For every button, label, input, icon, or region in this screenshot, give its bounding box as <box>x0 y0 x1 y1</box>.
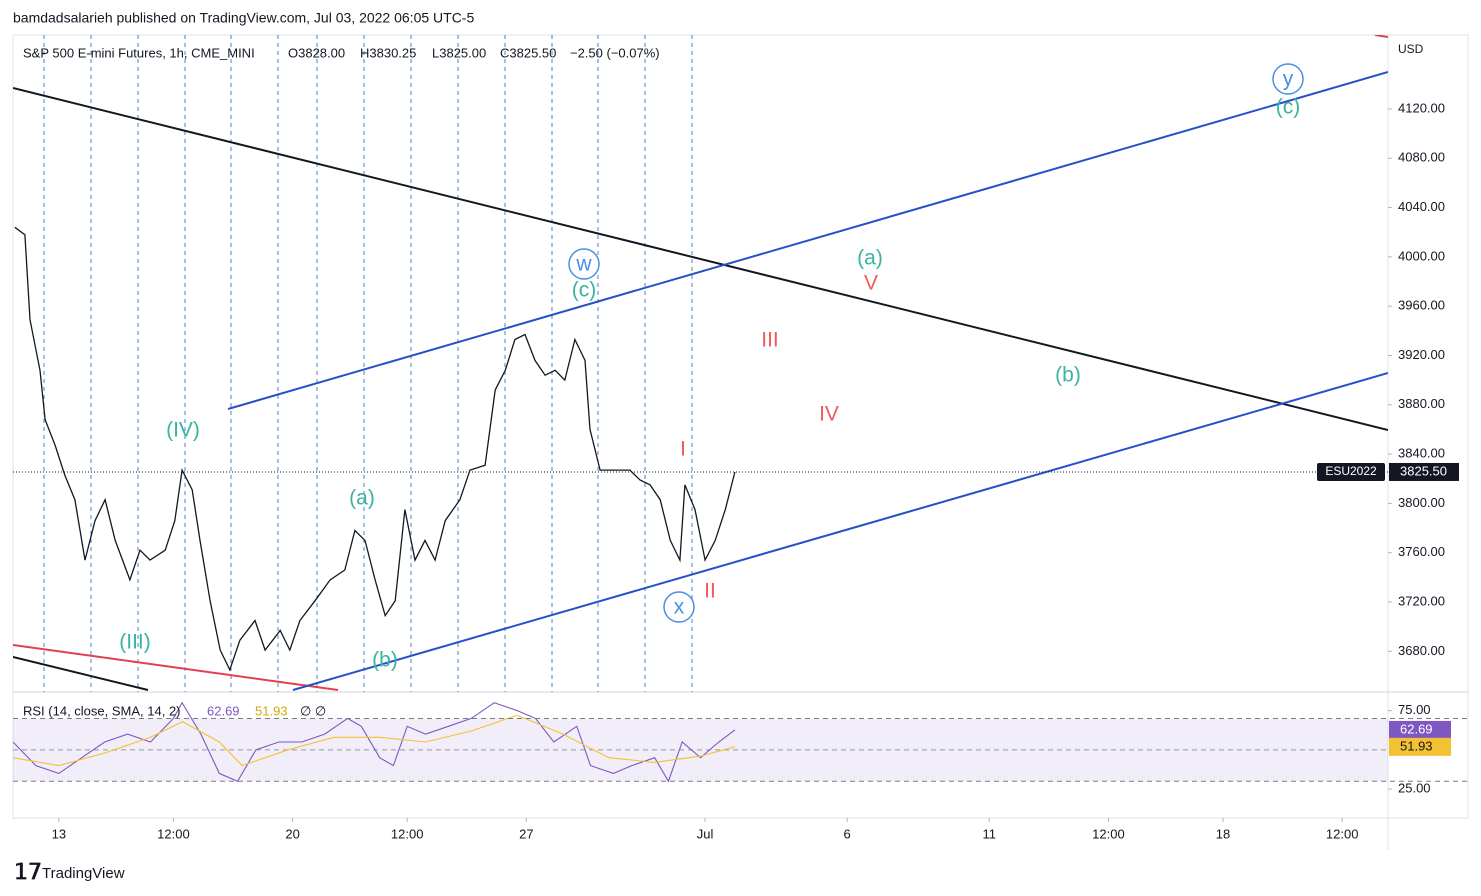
wave-label: I <box>680 438 686 461</box>
x-tick-label: Jul <box>697 826 714 841</box>
y-tick-label: 3880.00 <box>1398 396 1445 411</box>
x-tick-label: 6 <box>844 826 851 841</box>
y-tick-label: 3800.00 <box>1398 495 1445 510</box>
chart-frame <box>12 34 1469 819</box>
last-price-tag <box>1389 462 1459 481</box>
y-tick-label: 4040.00 <box>1398 199 1445 214</box>
trendline <box>1374 35 1388 38</box>
x-tick-label: 11 <box>983 826 997 841</box>
y-tick-label: 25.00 <box>1398 781 1431 796</box>
wave-label: (b) <box>1055 364 1081 387</box>
symbol: S&P 500 E-mini Futures, 1h, CME_MINI <box>23 45 255 60</box>
wave-label: (IV) <box>166 419 200 442</box>
trendline <box>13 644 339 691</box>
x-tick-label: 12:00 <box>157 826 190 841</box>
ohlc-change: −2.50 (−0.07%) <box>570 45 660 60</box>
y-tick-label: 4080.00 <box>1398 150 1445 165</box>
sma-value: 51.93 <box>255 703 288 718</box>
wave-label: w <box>575 253 592 276</box>
wave-circle <box>568 248 600 280</box>
wave-label: (a) <box>349 487 375 510</box>
ohlc: C3825.50 <box>500 45 556 60</box>
wave-label: II <box>704 580 716 603</box>
x-tick-label: 12:00 <box>1326 826 1359 841</box>
last-value-tag <box>1389 737 1451 756</box>
series-line <box>13 701 736 783</box>
last-value-tag <box>1389 720 1451 739</box>
x-tick-label: 12:00 <box>1092 826 1125 841</box>
x-tick-label: 20 <box>285 826 299 841</box>
wave-label: V <box>864 272 878 295</box>
series-line <box>13 714 736 767</box>
ohlc: O3828.00 <box>288 45 345 60</box>
x-tick-label: 12:00 <box>391 826 424 841</box>
ohlc: H3830.25 <box>360 45 416 60</box>
x-tick-label: 13 <box>52 826 66 841</box>
wave-label: (c) <box>572 279 597 302</box>
last-value-label: 51.93 <box>1400 738 1433 753</box>
y-tick-label: 3760.00 <box>1398 544 1445 559</box>
wave-label: (b) <box>372 649 398 672</box>
trendline <box>13 87 1388 431</box>
y-tick-label: 4000.00 <box>1398 248 1445 263</box>
wave-label: y <box>1283 68 1294 91</box>
rsi-value: 62.69 <box>207 703 240 718</box>
channel-line <box>227 71 1388 410</box>
tv-logo: 𝟣𝟩 <box>14 859 42 884</box>
footer: TradingView <box>42 865 125 882</box>
y-tick-label: 3960.00 <box>1398 298 1445 313</box>
ohlc: L3825.00 <box>432 45 486 60</box>
wave-label: x <box>674 596 685 619</box>
wave-circle <box>663 591 695 623</box>
last-value-label: 62.69 <box>1400 721 1433 736</box>
wave-label: (III) <box>119 631 151 654</box>
series-line <box>14 226 736 672</box>
y-tick-label: 75.00 <box>1398 702 1431 717</box>
wave-label: IV <box>819 403 839 426</box>
last-price-label: 3825.50 <box>1400 463 1447 478</box>
x-tick-label: 18 <box>1216 826 1230 841</box>
wave-label: (a) <box>857 247 883 270</box>
y-tick-label: 4120.00 <box>1398 100 1445 115</box>
symbol-tag <box>1317 462 1385 481</box>
y-tick-label: 3840.00 <box>1398 446 1445 461</box>
x-tick-label: 27 <box>519 826 533 841</box>
wave-circle <box>1272 63 1304 95</box>
attribution: bamdadsalarieh published on TradingView.… <box>13 10 474 26</box>
currency: USD <box>1398 42 1424 56</box>
indicator-extra: ∅ ∅ <box>300 703 326 718</box>
wave-label: III <box>761 329 779 352</box>
y-tick-label: 3680.00 <box>1398 643 1445 658</box>
channel-line <box>292 372 1388 691</box>
wave-label: (c) <box>1276 96 1301 119</box>
indicator-title: RSI (14, close, SMA, 14, 2) <box>23 703 181 718</box>
trendline <box>13 656 149 691</box>
symbol-tag-label: ESU2022 <box>1325 464 1377 478</box>
y-tick-label: 3920.00 <box>1398 347 1445 362</box>
y-tick-label: 3720.00 <box>1398 593 1445 608</box>
